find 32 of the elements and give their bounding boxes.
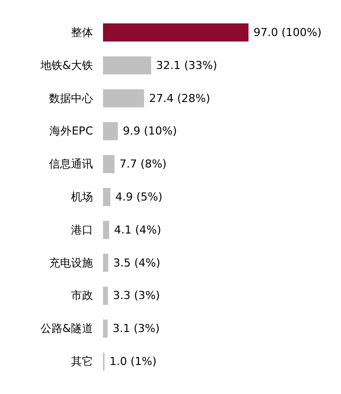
y-tick-label: 其它 xyxy=(71,355,93,368)
data-label: 3.3 (3%) xyxy=(112,289,160,302)
bar xyxy=(103,56,152,74)
bar xyxy=(103,89,144,108)
y-tick-label: 整体 xyxy=(71,26,93,39)
data-label: 97.0 (100%) xyxy=(254,26,322,39)
y-tick-label: 数据中心 xyxy=(49,92,93,105)
bar xyxy=(103,23,248,42)
bar xyxy=(103,220,110,239)
y-tick-label: 公路&隧道 xyxy=(40,322,93,336)
y-tick-label: 充电设施 xyxy=(49,256,93,270)
bar xyxy=(103,254,108,272)
y-tick-label: 市政 xyxy=(71,289,93,302)
bar xyxy=(103,155,115,174)
data-label: 27.4 (28%) xyxy=(149,92,210,105)
data-label: 4.9 (5%) xyxy=(115,190,162,204)
data-label: 9.9 (10%) xyxy=(122,124,177,138)
y-tick-label: 港口 xyxy=(71,223,93,236)
data-label: 32.1 (33%) xyxy=(156,58,218,72)
y-tick-label: 机场 xyxy=(71,190,93,204)
y-tick-label: 地铁&大铁 xyxy=(39,58,93,72)
bar xyxy=(103,188,110,206)
y-tick-label: 海外EPC xyxy=(50,124,94,138)
bar xyxy=(103,286,108,305)
bar xyxy=(103,320,108,338)
data-label: 7.7 (8%) xyxy=(120,158,167,171)
data-label: 3.1 (3%) xyxy=(112,322,160,336)
bar xyxy=(103,122,118,140)
y-tick-label: 信息通讯 xyxy=(49,158,93,171)
data-label: 3.5 (4%) xyxy=(113,256,160,270)
data-label: 4.1 (4%) xyxy=(114,223,162,236)
data-label: 1.0 (1%) xyxy=(110,355,157,368)
